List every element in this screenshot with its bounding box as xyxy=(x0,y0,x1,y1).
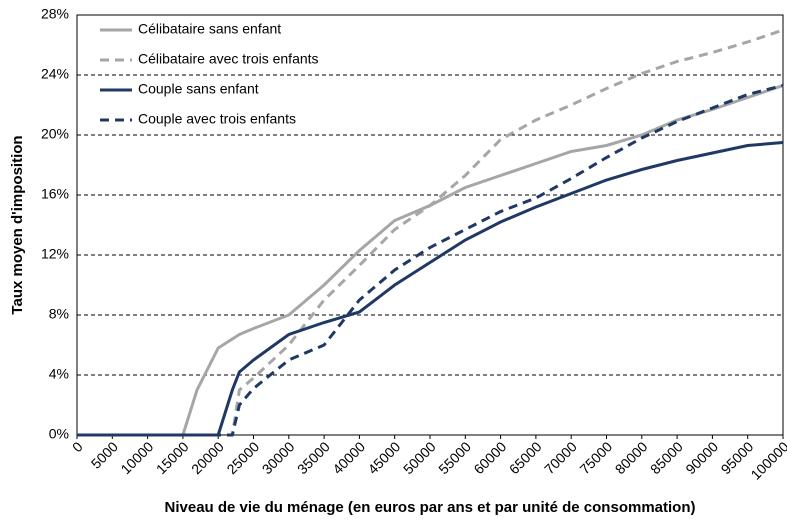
x-tick-label: 60000 xyxy=(470,438,509,477)
x-tick-label: 55000 xyxy=(435,438,474,477)
x-tick-label: 85000 xyxy=(647,438,686,477)
y-tick-label: 8% xyxy=(49,306,69,322)
x-tick-label: 15000 xyxy=(153,438,192,477)
x-tick-label: 0 xyxy=(69,438,86,455)
x-tick-label: 35000 xyxy=(294,438,333,477)
y-tick-label: 0% xyxy=(49,426,69,442)
plot-frame xyxy=(76,14,784,436)
x-tick-label: 45000 xyxy=(365,438,404,477)
x-tick-label: 30000 xyxy=(259,438,298,477)
legend-label: Couple sans enfant xyxy=(138,81,259,97)
x-axis-title: Niveau de vie du ménage (en euros par an… xyxy=(165,499,696,516)
x-tick-label: 70000 xyxy=(541,438,580,477)
x-tick-label: 20000 xyxy=(188,438,227,477)
x-tick-label: 40000 xyxy=(329,438,368,477)
x-tick-label: 90000 xyxy=(682,438,721,477)
x-tick-label: 65000 xyxy=(506,438,545,477)
y-axis-title: Taux moyen d'imposition xyxy=(9,135,26,314)
x-tick-label: 75000 xyxy=(576,438,615,477)
y-tick-label: 28% xyxy=(41,6,69,22)
series-line xyxy=(77,28,784,437)
y-tick-label: 20% xyxy=(41,126,69,142)
y-tick-label: 12% xyxy=(41,246,69,262)
y-tick-label: 16% xyxy=(41,186,69,202)
x-tick-label: 25000 xyxy=(223,438,262,477)
legend-label: Célibataire sans enfant xyxy=(138,21,281,37)
x-tick-label: 50000 xyxy=(400,438,439,477)
legend-label: Célibataire avec trois enfants xyxy=(138,51,319,67)
x-tick-label: 10000 xyxy=(117,438,156,477)
x-tick-label: 5000 xyxy=(88,438,121,471)
x-tick-label: 100000 xyxy=(747,438,787,482)
x-tick-label: 80000 xyxy=(612,438,651,477)
legend-label: Couple avec trois enfants xyxy=(138,111,296,127)
series-line xyxy=(77,141,784,437)
series-line xyxy=(77,84,784,437)
y-tick-label: 24% xyxy=(41,66,69,82)
series-line xyxy=(77,84,784,437)
y-tick-label: 4% xyxy=(49,366,69,382)
